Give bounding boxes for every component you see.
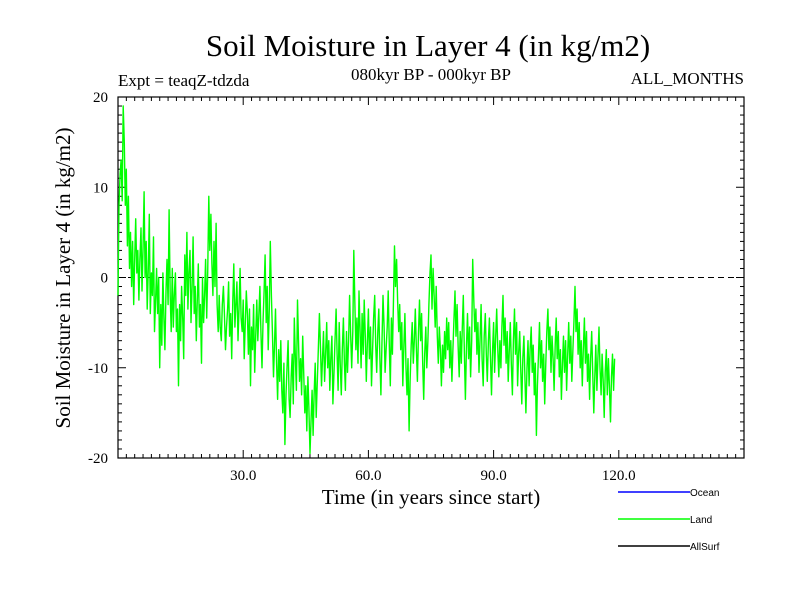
y-axis-label: Soil Moisture in Layer 4 (in kg/m2) bbox=[51, 128, 75, 429]
x-tick-label: 60.0 bbox=[355, 468, 381, 484]
x-tick-label: 120.0 bbox=[602, 468, 636, 484]
axis-ticks bbox=[118, 97, 744, 458]
months-label: ALL_MONTHS bbox=[631, 69, 744, 88]
y-tick-label: 0 bbox=[101, 271, 109, 287]
experiment-label: Expt = teaqZ-tdzda bbox=[118, 71, 250, 90]
y-tick-label: -10 bbox=[88, 361, 108, 377]
x-tick-label: 90.0 bbox=[480, 468, 506, 484]
x-tick-label: 30.0 bbox=[230, 468, 256, 484]
legend: Ocean Land AllSurf bbox=[618, 488, 720, 553]
y-tick-label: 10 bbox=[93, 180, 108, 196]
series-group bbox=[117, 105, 616, 455]
x-tick-labels: 30.0 60.0 90.0 120.0 bbox=[230, 468, 636, 484]
y-tick-label: 20 bbox=[93, 90, 108, 106]
legend-label-ocean: Ocean bbox=[690, 488, 719, 499]
y-tick-labels: -20 -10 0 10 20 bbox=[88, 90, 108, 467]
period-label: 080kyr BP - 000kyr BP bbox=[351, 65, 511, 84]
chart-title: Soil Moisture in Layer 4 (in kg/m2) bbox=[206, 28, 650, 63]
legend-label-land: Land bbox=[690, 515, 712, 526]
legend-label-allsurf: AllSurf bbox=[690, 542, 720, 553]
x-axis-label: Time (in years since start) bbox=[322, 485, 541, 509]
series-line-land bbox=[117, 105, 616, 455]
y-tick-label: -20 bbox=[88, 451, 108, 467]
